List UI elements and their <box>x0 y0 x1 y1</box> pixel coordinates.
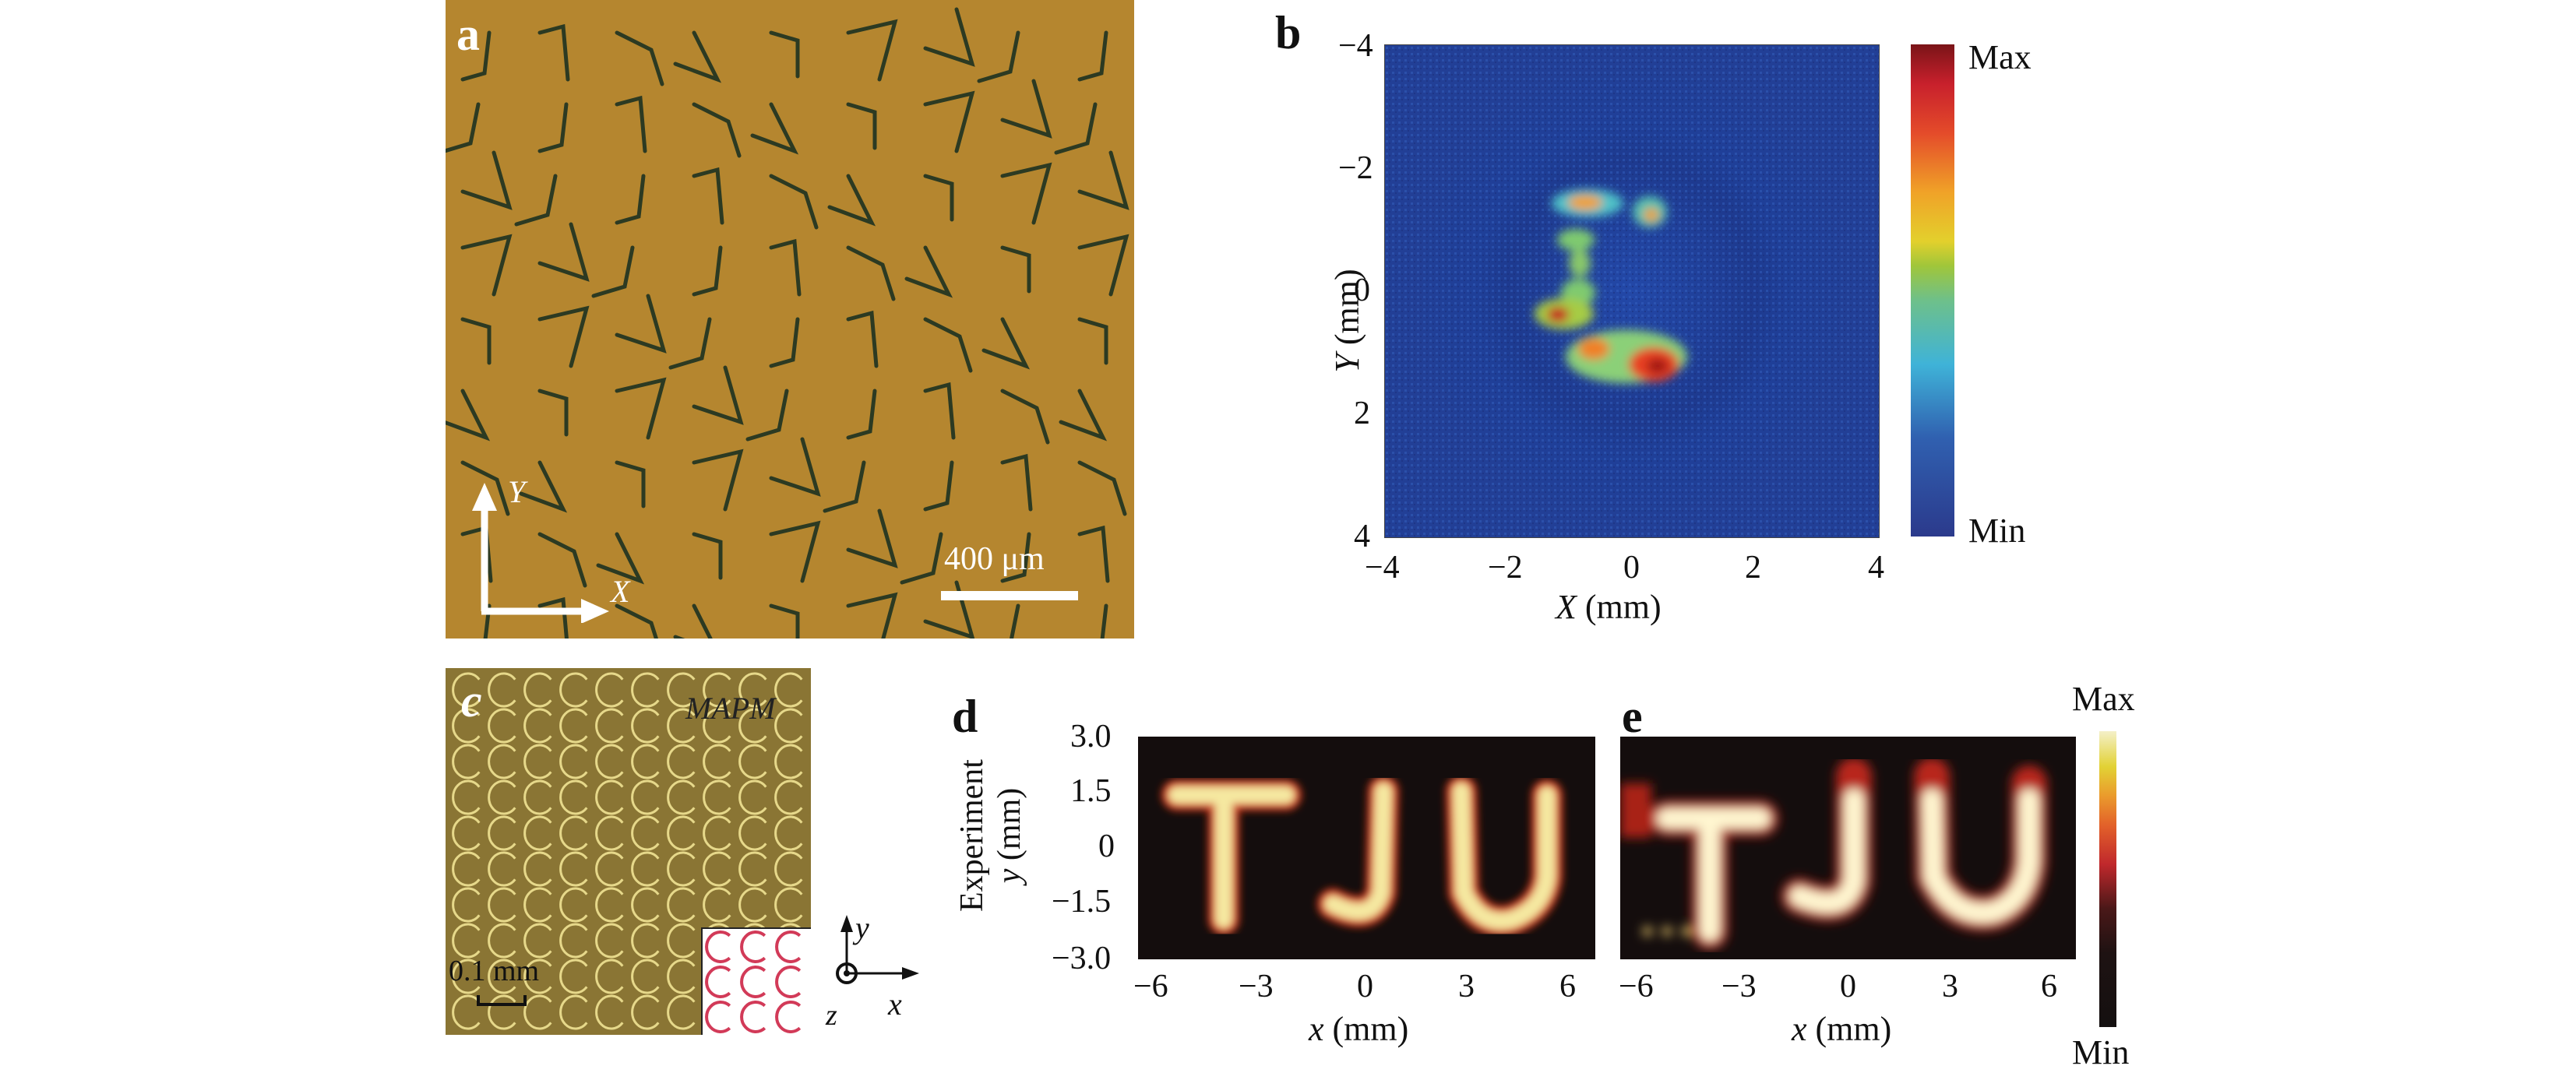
colorbar-max-label: Max <box>2072 680 2135 718</box>
panel-label-d: d <box>952 691 978 742</box>
scalebar-label: 400 μm <box>944 541 1045 577</box>
tick-label: 6 <box>1559 969 1576 1004</box>
tick-label: 3 <box>1458 969 1475 1004</box>
tick-label: 1.5 <box>1070 773 1112 809</box>
tick-label: 4 <box>1868 550 1884 586</box>
panel-b-heatmap <box>1384 44 1880 538</box>
panel-c-micrograph: c MAPM 0.1 mm <box>446 668 811 1035</box>
tick-label: 3.0 <box>1070 719 1112 755</box>
tick-label: 0 <box>1098 828 1115 864</box>
tick-label: 0 <box>1840 969 1856 1004</box>
axis-y-label: y <box>855 910 869 945</box>
xyz-axes-icon <box>836 915 919 984</box>
inset-design <box>701 927 811 1035</box>
tick-label: −3.0 <box>1052 941 1112 976</box>
colorbar-hot <box>2099 731 2116 1027</box>
tick-label: −3 <box>1239 969 1274 1004</box>
tju-image-noisy <box>1620 758 2047 949</box>
axis-z-label: z <box>826 999 837 1032</box>
panel-a-micrograph: a Y X 400 μm <box>446 0 1134 639</box>
v-antenna-array <box>446 7 1129 639</box>
tick-label: 3 <box>1942 969 1958 1004</box>
panel-label-c: c <box>461 675 482 726</box>
x-axis-label: x (mm) <box>1309 1010 1409 1048</box>
tick-label: −1.5 <box>1052 884 1112 920</box>
scalebar <box>477 995 527 1006</box>
tick-label: −6 <box>1619 969 1654 1004</box>
axis-y-label: Y <box>508 474 526 509</box>
tick-label: 0 <box>1357 969 1373 1004</box>
tick-label: 4 <box>1354 519 1370 554</box>
panel-label-e: e <box>1622 691 1643 742</box>
scalebar-label: 0.1 mm <box>449 955 540 987</box>
colorbar-min-label: Min <box>2072 1033 2130 1071</box>
colorbar-min-label: Min <box>1968 512 2026 550</box>
xy-axes-icon <box>472 483 609 623</box>
tick-label: −6 <box>1133 969 1168 1004</box>
tick-label: 0 <box>1623 550 1640 586</box>
tick-label: −4 <box>1365 550 1400 586</box>
colorbar-jet <box>1911 44 1954 536</box>
tick-label: 6 <box>2041 969 2057 1004</box>
axis-x-label: X <box>611 574 630 609</box>
tick-label: 2 <box>1354 396 1370 431</box>
row-label-experiment: Experiment <box>954 759 990 912</box>
tick-label: −4 <box>1338 28 1373 64</box>
panel-label-a: a <box>456 9 480 60</box>
scalebar <box>941 591 1078 600</box>
axis-x-label: x <box>888 987 902 1022</box>
y-axis-label: Y (mm) <box>1328 269 1366 373</box>
tick-label: 2 <box>1745 550 1761 586</box>
tju-image <box>1161 776 1563 937</box>
y-axis-label: y (mm) <box>992 787 1027 884</box>
x-axis-label: x (mm) <box>1792 1010 1892 1048</box>
panel-title-mapm: MAPM <box>685 691 776 726</box>
colorbar-max-label: Max <box>1968 38 2032 76</box>
tick-label: 0 <box>1354 273 1370 308</box>
tick-label: −2 <box>1488 550 1523 586</box>
panel-label-b: b <box>1275 7 1302 58</box>
heatmap-c-pattern <box>1385 45 1879 537</box>
x-axis-label: X (mm) <box>1556 588 1662 626</box>
tick-label: −2 <box>1338 150 1373 186</box>
split-ring-array <box>452 672 803 1030</box>
tick-label: −3 <box>1721 969 1757 1004</box>
panel-d-heatmap <box>1138 737 1595 959</box>
panel-e-heatmap <box>1620 737 2076 959</box>
